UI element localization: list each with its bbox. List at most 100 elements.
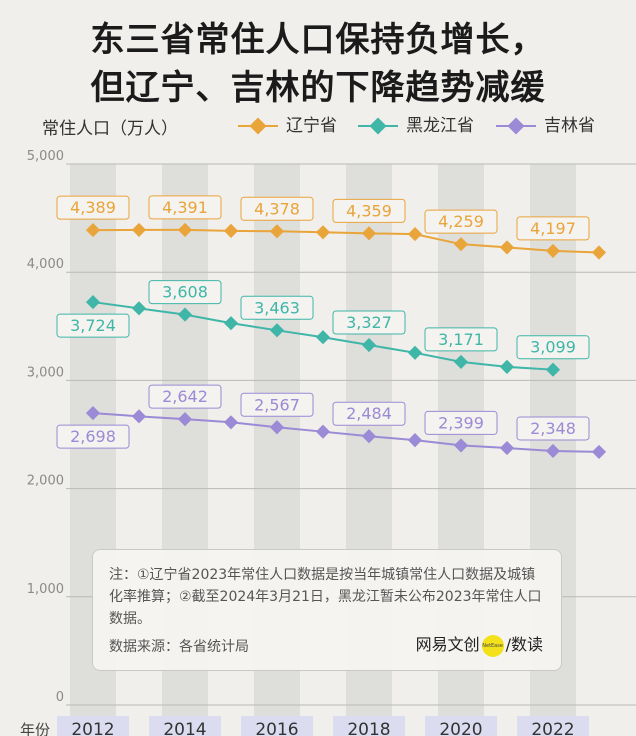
data-point-liaoning (407, 227, 423, 242)
data-point-heilongjiang (453, 354, 469, 369)
data-label-text: 4,389 (70, 198, 116, 217)
x-tick-bg (517, 716, 589, 736)
chart-title-line1: 东三省常住人口保持负增长， (90, 20, 546, 60)
data-source: 数据来源：各省统计局 (109, 639, 249, 655)
data-label-text: 2,484 (346, 404, 392, 423)
x-tick-label: 2020 (439, 720, 482, 736)
series-line-liaoning (92, 228, 600, 254)
data-label-liaoning: 4,359 (332, 198, 406, 223)
data-point-jilin (131, 409, 147, 424)
legend-swatch-jilin (496, 117, 536, 135)
data-label-jilin: 2,484 (332, 401, 406, 426)
data-point-jilin (499, 440, 515, 456)
data-label-box (332, 198, 406, 223)
data-label-box (424, 327, 498, 352)
data-label-jilin: 2,642 (148, 384, 222, 409)
data-label-box (56, 313, 130, 338)
data-label-box (56, 195, 130, 220)
data-label-heilongjiang: 3,463 (240, 295, 314, 320)
data-point-heilongjiang (315, 330, 331, 345)
y-axis-label: 常住人口（万人） (42, 119, 178, 139)
x-tick-bg (149, 716, 221, 736)
data-point-jilin (85, 406, 101, 421)
data-label-box (148, 384, 222, 409)
data-label-liaoning: 4,389 (56, 195, 130, 220)
data-label-heilongjiang: 3,608 (148, 280, 222, 305)
footnote-text: 注：①辽宁省2023年常住人口数据是按当年城镇常住人口数据及城镇化率推算；②截至… (109, 567, 542, 627)
legend-swatch-heilongjiang (358, 117, 398, 135)
x-tick-bg (241, 716, 313, 736)
x-axis-label: 年份 (20, 721, 50, 736)
data-point-heilongjiang (361, 337, 377, 353)
y-tick-label: 4,000 (27, 257, 64, 272)
y-tick-label: 0 (56, 690, 64, 705)
data-point-liaoning (269, 224, 285, 239)
data-point-jilin (223, 415, 239, 430)
data-label-text: 4,378 (254, 199, 300, 218)
data-label-liaoning: 4,197 (516, 216, 590, 241)
data-point-heilongjiang (85, 294, 101, 310)
data-label-box (332, 310, 406, 335)
brand-column: /数读 (505, 635, 543, 654)
data-label-text: 4,391 (162, 198, 208, 217)
data-point-liaoning (177, 222, 193, 237)
data-label-text: 2,399 (438, 413, 484, 432)
data-label-box (516, 416, 590, 441)
legend-swatch-liaoning (238, 117, 278, 135)
data-label-jilin: 2,399 (424, 410, 498, 435)
data-point-heilongjiang (177, 307, 193, 322)
legend-label-liaoning: 辽宁省 (286, 116, 337, 136)
data-point-heilongjiang (407, 345, 423, 360)
data-label-box (240, 295, 314, 320)
data-label-heilongjiang: 3,327 (332, 310, 406, 335)
data-label-box (148, 195, 222, 220)
data-label-box (516, 216, 590, 241)
chart-title-line2: 但辽宁、吉林的下降趋势减缓 (90, 68, 546, 108)
data-label-box (240, 196, 314, 221)
data-point-liaoning (361, 226, 377, 241)
data-point-liaoning (499, 240, 515, 255)
legend-label-heilongjiang: 黑龙江省 (406, 116, 474, 136)
data-label-text: 3,099 (530, 338, 576, 357)
data-point-jilin (453, 438, 469, 453)
data-point-liaoning (131, 222, 147, 237)
data-label-liaoning: 4,378 (240, 196, 314, 221)
data-point-jilin (407, 433, 423, 448)
brand-name: 网易文创 (415, 635, 480, 654)
x-axis: 年份 2012 2014 2016 2018 2020 2022 (20, 716, 589, 736)
data-point-jilin (545, 443, 561, 459)
data-point-heilongjiang (269, 323, 285, 338)
data-label-box (424, 209, 498, 234)
series-line-jilin (92, 412, 600, 453)
data-point-jilin (177, 412, 193, 427)
data-label-liaoning: 4,391 (148, 195, 222, 220)
data-label-text: 3,327 (346, 313, 392, 332)
data-label-text: 2,567 (254, 395, 300, 414)
x-tick-label: 2018 (347, 720, 390, 736)
y-tick-label: 1,000 (27, 582, 64, 597)
data-point-heilongjiang (223, 316, 239, 331)
brand-logo: 网易文创 NetEase/数读 (416, 634, 543, 657)
legend-label-jilin: 吉林省 (544, 116, 595, 136)
data-label-text: 3,608 (162, 283, 208, 302)
data-label-jilin: 2,698 (56, 424, 130, 449)
data-point-liaoning (223, 223, 239, 238)
data-label-jilin: 2,567 (240, 392, 314, 417)
data-point-liaoning (315, 225, 331, 240)
y-tick-label: 5,000 (27, 149, 64, 164)
data-point-jilin (591, 444, 607, 459)
data-label-box (516, 335, 590, 360)
data-label-box (240, 392, 314, 417)
data-point-liaoning (591, 245, 607, 260)
data-point-liaoning (453, 237, 469, 252)
data-label-text: 2,348 (530, 419, 576, 438)
data-labels: 4,389 4,391 4,378 4,359 4,259 4,197 3,724 3,608… (56, 195, 590, 449)
data-label-heilongjiang: 3,724 (56, 313, 130, 338)
data-point-heilongjiang (545, 362, 561, 377)
brand-dot-icon: NetEase (481, 634, 504, 657)
data-label-box (424, 410, 498, 435)
y-tick-label: 3,000 (27, 365, 64, 380)
data-label-box (332, 401, 406, 426)
data-point-jilin (315, 424, 331, 439)
data-label-text: 3,171 (438, 330, 484, 349)
